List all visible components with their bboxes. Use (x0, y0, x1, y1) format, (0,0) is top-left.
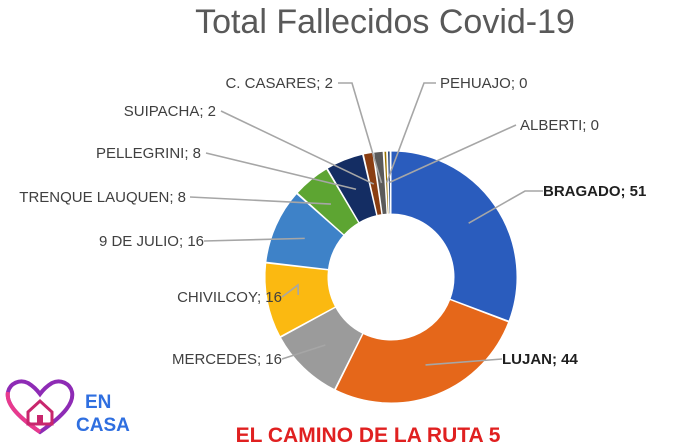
en-casa-logo: EN CASA (5, 379, 130, 436)
slice-label: MERCEDES; 16 (172, 351, 282, 368)
heart-house-icon (5, 379, 75, 435)
slice-label: 9 DE JULIO; 16 (99, 233, 204, 250)
leader-line (281, 344, 326, 360)
leader-line (205, 152, 357, 190)
slice-trenque-lauquen (296, 168, 360, 236)
slice-labels: BRAGADO; 51 LUJAN; 44 MERCEDES; 16 CHIVILCO… (19, 75, 646, 368)
leader-line (281, 283, 300, 298)
slice-label: ALBERTI; 0 (520, 117, 599, 134)
slice-label: C. CASARES; 2 (225, 75, 333, 92)
slice-label: BRAGADO; 51 (543, 183, 646, 200)
slice-label: PEHUAJO; 0 (440, 75, 528, 92)
slice-bragado (390, 150, 518, 322)
logo-text-casa: CASA (76, 415, 130, 436)
slice-chivilcoy (264, 262, 337, 338)
slice-label: SUIPACHA; 2 (124, 103, 216, 120)
leader-line (468, 190, 543, 224)
slice-lujan (334, 298, 510, 404)
slice-label: LUJAN; 44 (502, 351, 579, 368)
leader-line (389, 124, 517, 184)
slice-mercedes (279, 306, 364, 391)
chart-title: Total Fallecidos Covid-19 (195, 3, 575, 41)
leader-line (338, 82, 383, 184)
footer-caption: EL CAMINO DE LA RUTA 5 (236, 424, 501, 447)
slice-label: TRENQUE LAUQUEN; 8 (19, 189, 186, 206)
leader-line (220, 110, 375, 185)
slice-label: PELLEGRINI; 8 (96, 145, 201, 162)
slice-9-de-julio (265, 192, 345, 271)
leader-line (385, 82, 436, 183)
leader-line (425, 358, 503, 366)
logo-text-en: EN (85, 392, 111, 413)
slice-alberti (386, 150, 392, 215)
donut-slices (264, 150, 518, 404)
leader-line (189, 196, 331, 205)
slice-label: CHIVILCOY; 16 (177, 289, 282, 306)
leader-line (203, 237, 305, 242)
